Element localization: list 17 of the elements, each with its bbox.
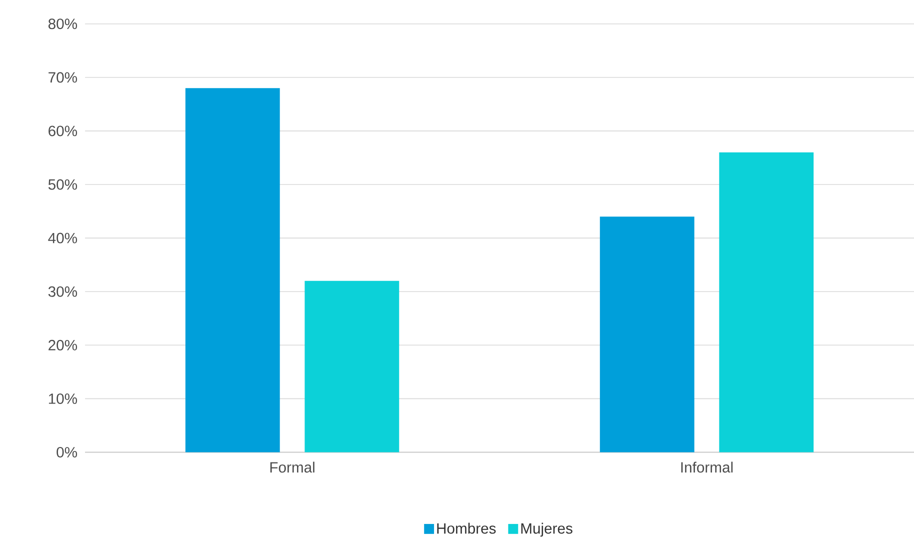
y-tick-label: 60% — [48, 126, 78, 136]
bar — [185, 88, 280, 452]
x-tick-label: Formal — [270, 462, 314, 473]
y-tick-label: 10% — [48, 394, 78, 404]
bar — [719, 152, 814, 452]
y-tick-label: 50% — [48, 179, 78, 190]
y-tick-label: 40% — [48, 232, 78, 244]
y-tick-label: 20% — [48, 340, 78, 351]
y-tick-label: 80% — [48, 18, 78, 30]
legend-label: Mujeres — [521, 522, 572, 537]
x-tick-label: Informal — [681, 462, 733, 473]
bar — [304, 281, 400, 452]
y-tick-label: 30% — [48, 286, 78, 297]
bar — [600, 216, 694, 452]
y-tick-label: 0% — [56, 447, 78, 458]
legend-label: Hombres — [437, 522, 496, 534]
y-tick-label: 70% — [48, 72, 78, 83]
